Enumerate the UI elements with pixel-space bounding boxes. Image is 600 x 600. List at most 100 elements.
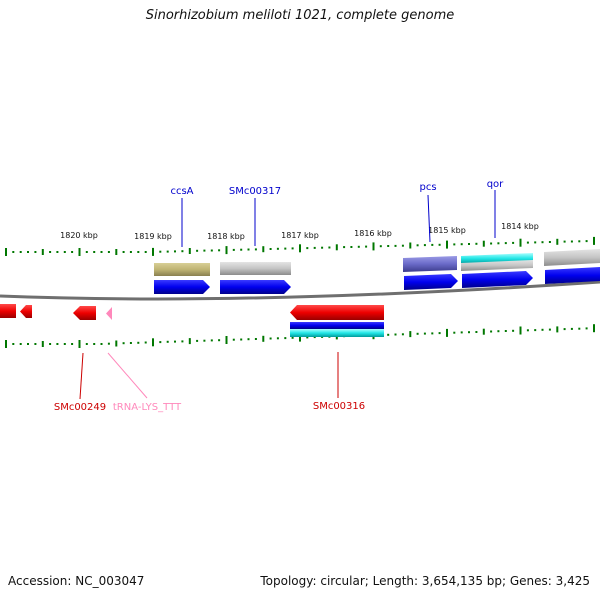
scale-tick: [556, 238, 559, 245]
scale-tick: [188, 338, 191, 345]
scale-tick: [438, 332, 441, 335]
scale-tick: [5, 248, 7, 256]
scale-tick: [409, 242, 412, 249]
feature-smc00316-annotation-blue[interactable]: [290, 322, 384, 329]
scale-tick: [497, 330, 500, 333]
scale-tick: [262, 335, 265, 342]
feature-trna-lys[interactable]: [106, 307, 112, 320]
leader-smc00249: [79, 352, 84, 400]
scale-tick: [225, 246, 228, 255]
scale-tick: [144, 341, 147, 344]
scale-tick: [12, 251, 15, 253]
scale-tick: [490, 242, 493, 245]
gene-label-smc00316[interactable]: SMc00316: [313, 401, 365, 412]
gene-label-ccsA[interactable]: ccsA: [170, 186, 193, 197]
scale-tick: [115, 249, 118, 255]
scale-tick: [512, 329, 515, 332]
scale-tick: [276, 337, 279, 340]
feature-next-cds[interactable]: [545, 267, 600, 284]
feature-ccsA-annotation[interactable]: [154, 263, 210, 276]
scale-tick: [166, 340, 169, 343]
feature-smc00316-annotation-cyan[interactable]: [290, 329, 384, 337]
gene-label-smc00249[interactable]: SMc00249: [54, 402, 106, 413]
scale-tick: [63, 251, 66, 253]
scale-tick: [431, 243, 434, 246]
scale-tick: [63, 343, 66, 345]
scale-tick: [585, 327, 588, 330]
scale-tick: [585, 240, 588, 243]
feature-pcs-annotation[interactable]: [403, 256, 457, 272]
scale-tick: [152, 247, 154, 256]
scale-tick: [468, 243, 470, 245]
leader-trna-lys: [107, 352, 148, 399]
scale-tick: [490, 330, 493, 333]
feature-qor-cds[interactable]: [462, 271, 533, 288]
feature-qor-annotation-bottom[interactable]: [461, 260, 533, 271]
scale-tick: [254, 248, 257, 251]
feature-smc00317-annotation[interactable]: [220, 262, 291, 275]
gene-label-pcs[interactable]: pcs: [419, 182, 436, 193]
scale-tick: [401, 333, 404, 336]
scale-tick: [394, 244, 397, 247]
gene-label-trna-lys[interactable]: tRNA-LYS_TTT: [113, 402, 182, 413]
feature-ccsA-cds[interactable]: [154, 280, 210, 294]
scale-tick: [372, 242, 375, 251]
scale-tick: [563, 328, 566, 331]
scale-tick: [129, 342, 132, 344]
scale-tick: [181, 340, 184, 343]
scale-tick: [269, 248, 272, 250]
scale-tick: [526, 329, 529, 332]
scale-tick: [19, 251, 22, 253]
feature-next-annotation[interactable]: [544, 249, 600, 266]
scale-tick: [27, 251, 29, 253]
scale-tick: [19, 343, 22, 345]
scale-tick: [218, 249, 221, 252]
scale-tick: [78, 340, 81, 348]
gene-label-smc00317[interactable]: SMc00317: [229, 186, 281, 197]
scale-tick: [416, 332, 419, 335]
scale-tick: [284, 247, 287, 250]
scale-tick: [41, 341, 44, 347]
scale-tick: [12, 343, 15, 345]
scale-tick: [232, 338, 235, 341]
scale-tick: [115, 340, 118, 347]
scale-tick: [335, 244, 338, 251]
scale-tick: [357, 245, 360, 248]
scale-tick: [291, 247, 294, 250]
scale-tick: [56, 343, 59, 345]
feature-pcs-cds[interactable]: [404, 274, 458, 290]
scale-tick: [100, 251, 103, 253]
scale-tick: [49, 343, 52, 345]
scale-tick: [578, 240, 581, 243]
scale-tick: [93, 343, 96, 345]
scale-tick: [460, 331, 463, 334]
feature-left-small-cds[interactable]: [20, 305, 32, 318]
feature-smc00317-cds[interactable]: [220, 280, 291, 294]
scale-tick: [519, 326, 522, 335]
scale-tick: [159, 341, 162, 344]
scale-tick: [526, 241, 529, 244]
scale-tick: [144, 251, 147, 253]
scale-tick: [416, 244, 419, 247]
scale-tick: [107, 251, 110, 253]
scale-tick: [129, 251, 132, 253]
scale-tick: [78, 248, 81, 256]
scale-tick: [504, 242, 507, 245]
gene-label-qor[interactable]: qor: [487, 179, 504, 190]
scale-tick: [93, 251, 96, 253]
leader-pcs: [427, 194, 431, 243]
scale-tick: [34, 251, 37, 253]
genome-backbone: [0, 280, 600, 301]
scale-tick: [460, 243, 463, 246]
feature-smc00316-cds[interactable]: [290, 305, 384, 320]
scale-tick: [453, 331, 456, 334]
scale-tick: [446, 240, 448, 249]
feature-left-edge-cds[interactable]: [0, 304, 16, 318]
scale-tick: [548, 328, 551, 331]
scale-tick: [203, 339, 206, 342]
scale-tick: [468, 331, 470, 334]
scale-tick: [34, 343, 37, 345]
feature-smc00249-cds[interactable]: [73, 306, 96, 320]
scale-tick: [453, 243, 456, 246]
scale-tick: [365, 245, 368, 248]
